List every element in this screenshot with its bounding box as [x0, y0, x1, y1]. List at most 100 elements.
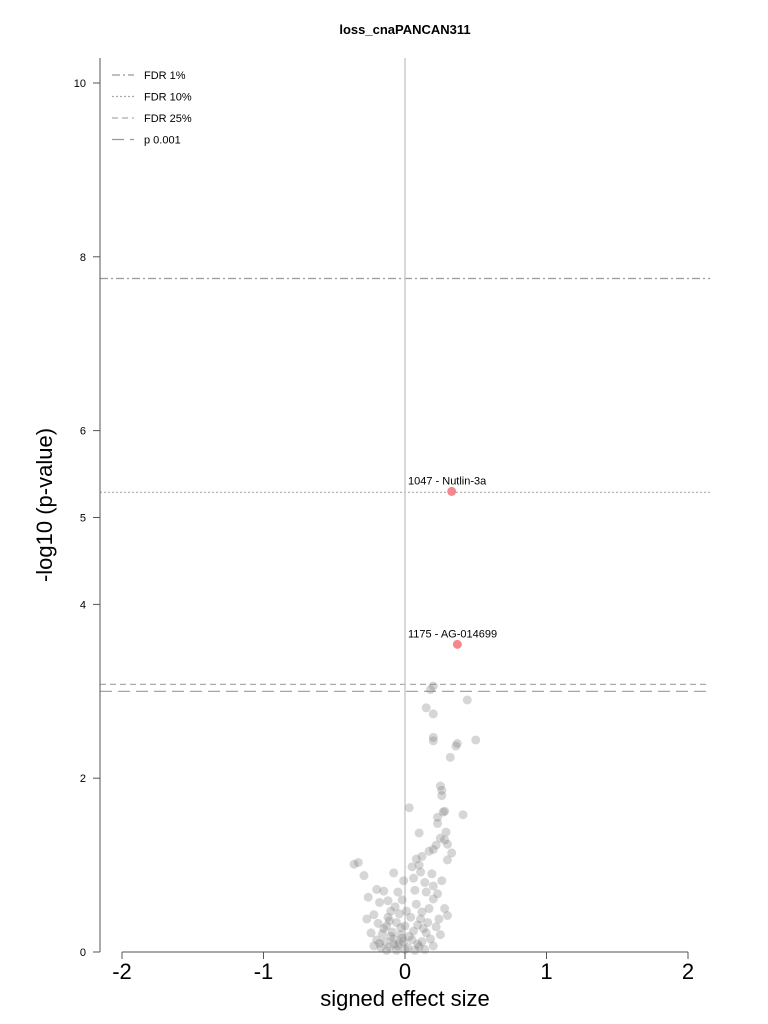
legend-label-0: FDR 1%	[144, 70, 186, 82]
y-axis-label: -log10 (p-value)	[32, 428, 57, 582]
data-point-78	[407, 935, 417, 945]
data-point-16	[458, 810, 468, 820]
data-point-72	[377, 929, 387, 939]
x-axis-ticks: -2 -1 0 1 2	[112, 952, 694, 984]
data-point-50	[411, 899, 421, 909]
data-point-47	[375, 897, 385, 907]
legend-label-2: FDR 25%	[144, 113, 192, 125]
data-point-10	[445, 752, 455, 762]
data-point-40	[428, 881, 438, 891]
data-point-59	[362, 914, 372, 924]
data-point-57	[386, 906, 396, 916]
point-annotation-0: 1047 - Nutlin-3a	[408, 475, 487, 487]
data-point-14	[440, 806, 450, 816]
data-point-48	[383, 896, 393, 906]
data-point-7	[428, 736, 438, 746]
data-point-99	[424, 904, 434, 914]
data-point-96	[379, 924, 389, 934]
highlight-point-0	[447, 486, 457, 496]
data-point-107	[389, 939, 399, 949]
background-points	[349, 681, 481, 955]
data-point-55	[406, 912, 416, 922]
data-point-88	[382, 945, 392, 955]
data-point-37	[416, 867, 426, 877]
x-tick-label-2: 0	[399, 959, 411, 984]
data-point-70	[396, 930, 406, 940]
data-point-110	[383, 912, 393, 922]
data-point-114	[434, 914, 444, 924]
data-point-12	[437, 785, 447, 795]
data-point-71	[387, 927, 397, 937]
data-point-82	[414, 942, 424, 952]
data-point-89	[392, 945, 402, 955]
data-point-9	[451, 741, 461, 751]
data-point-81	[428, 941, 438, 951]
data-point-73	[366, 928, 376, 938]
data-point-100	[399, 876, 409, 886]
data-point-91	[410, 945, 420, 955]
data-point-95	[404, 931, 414, 941]
data-point-49	[397, 895, 407, 905]
data-point-41	[421, 887, 431, 897]
data-point-77	[399, 937, 409, 947]
x-tick-label-0: -2	[112, 959, 132, 984]
y-tick-label-0: 0	[80, 947, 86, 959]
data-point-83	[403, 943, 413, 953]
data-point-32	[407, 862, 417, 872]
legend-label-1: FDR 10%	[144, 92, 192, 104]
data-point-2	[462, 695, 472, 705]
y-tick-label-2: 4	[80, 599, 86, 611]
data-point-105	[428, 844, 438, 854]
data-point-43	[393, 887, 403, 897]
data-point-29	[414, 860, 424, 870]
data-point-22	[442, 839, 452, 849]
y-tick-label-6: 10	[74, 78, 86, 90]
data-point-79	[417, 937, 427, 947]
data-point-108	[413, 939, 423, 949]
data-point-98	[390, 902, 400, 912]
data-point-109	[375, 938, 385, 948]
data-point-35	[359, 871, 369, 881]
highlight-point-1	[452, 639, 462, 649]
data-point-31	[442, 855, 452, 865]
data-point-11	[435, 781, 445, 791]
data-point-38	[427, 869, 437, 879]
x-tick-label-3: 1	[540, 959, 552, 984]
data-point-39	[437, 876, 447, 886]
data-point-28	[411, 854, 421, 864]
highlighted-points: 1047 - Nutlin-3a 1175 - AG-014699	[408, 475, 497, 649]
data-point-93	[386, 931, 396, 941]
data-point-18	[433, 812, 443, 822]
data-point-75	[380, 937, 390, 947]
y-axis-ticks: 0 2 4 5 6 8 10	[74, 78, 100, 959]
y-tick-label-3: 5	[80, 513, 86, 525]
data-point-36	[389, 868, 399, 878]
x-tick-label-1: -1	[254, 959, 274, 984]
data-point-113	[396, 923, 406, 933]
data-point-21	[440, 835, 450, 845]
data-point-45	[372, 884, 382, 894]
data-point-51	[428, 894, 438, 904]
data-point-3	[421, 703, 431, 713]
data-point-25	[431, 840, 441, 850]
data-point-67	[435, 930, 445, 940]
point-annotation-1: 1175 - AG-014699	[408, 628, 497, 640]
data-point-5	[471, 735, 481, 745]
data-point-68	[421, 928, 431, 938]
legend-label-3: p 0.001	[144, 135, 181, 147]
y-tick-label-1: 2	[80, 773, 86, 785]
data-point-63	[400, 921, 410, 931]
data-point-106	[397, 933, 407, 943]
data-point-56	[394, 909, 404, 919]
data-point-30	[447, 848, 457, 858]
data-point-65	[423, 917, 433, 927]
data-point-87	[369, 941, 379, 951]
x-tick-label-4: 2	[682, 959, 694, 984]
data-point-46	[363, 892, 373, 902]
data-point-4	[428, 709, 438, 719]
data-point-61	[382, 921, 392, 931]
data-point-97	[416, 914, 426, 924]
data-point-101	[420, 877, 430, 887]
data-point-34	[349, 859, 359, 869]
data-point-42	[410, 885, 420, 895]
